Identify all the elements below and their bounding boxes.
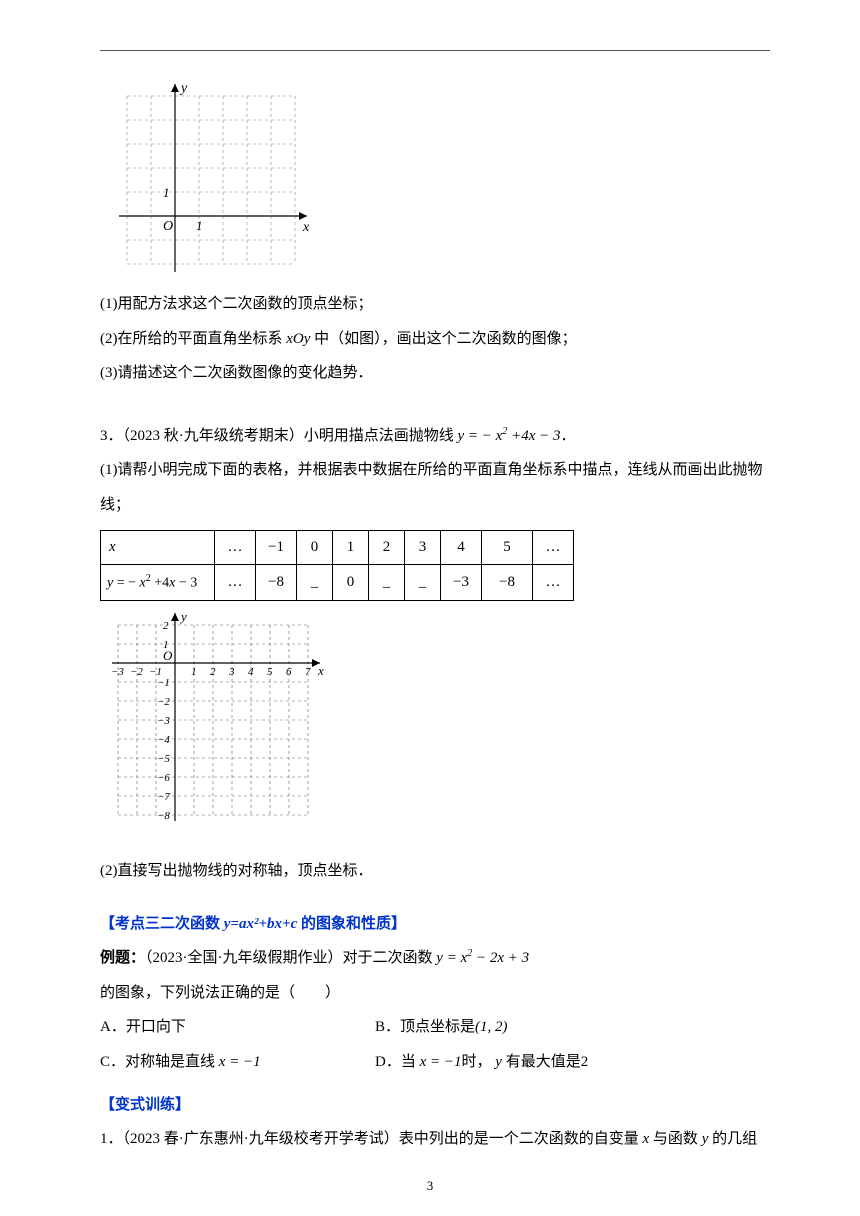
heading-eq: y=ax²+bx+c — [224, 916, 297, 932]
q1-2-c: 中（如图），画出这个二次函数的图像； — [310, 331, 576, 347]
table-cell: … — [215, 531, 256, 565]
table-cell: … — [533, 531, 574, 565]
choice-row-2: C．对称轴是直线 x = −1 D．当 x = −1时， y 有最大值是2 — [100, 1045, 770, 1080]
q-last-c: 的几组 — [708, 1131, 757, 1147]
table-cell: _ — [405, 565, 441, 601]
question-3-intro: 3．（2023 秋·九年级统考期末）小明用描点法画抛物线 y = − x2 +4… — [100, 419, 770, 454]
example-text-b: 的图象，下列说法正确的是（ ） — [100, 985, 340, 1001]
variant-heading: 【变式训练】 — [100, 1093, 770, 1114]
table-cell: 0 — [297, 531, 333, 565]
svg-text:3: 3 — [228, 666, 235, 678]
svg-text:−5: −5 — [157, 753, 170, 765]
choice-B-a: B．顶点坐标是 — [375, 1019, 475, 1035]
svg-text:1: 1 — [196, 218, 203, 233]
table-cell: _ — [297, 565, 333, 601]
figure-1: O 1 1 x y — [110, 76, 770, 281]
page-number: 3 — [0, 1178, 860, 1194]
svg-text:6: 6 — [286, 666, 292, 678]
choice-D-f: 2 — [581, 1054, 589, 1070]
svg-text:−6: −6 — [157, 772, 170, 784]
table-cell: _ — [369, 565, 405, 601]
heading-b: 的图象和性质】 — [297, 916, 406, 932]
table-row: x…−1012345… — [101, 531, 574, 565]
table-cell: 0 — [333, 565, 369, 601]
table-row: y = − x2 +4x − 3…−8_0__−3−8… — [101, 565, 574, 601]
svg-text:y: y — [179, 611, 187, 624]
choice-D-d: y — [495, 1054, 502, 1070]
xy-table: x…−1012345…y = − x2 +4x − 3…−8_0__−3−8… — [100, 530, 574, 601]
q3-intro-b: ． — [561, 428, 576, 444]
svg-text:2: 2 — [210, 666, 216, 678]
svg-text:O: O — [163, 648, 173, 663]
choice-D-e: 有最大值是 — [502, 1054, 581, 1070]
example-line: 例题：（2023·全国·九年级假期作业）对于二次函数 y = x2 − 2x +… — [100, 941, 770, 1010]
q3-intro-a: 3．（2023 秋·九年级统考期末）小明用描点法画抛物线 — [100, 428, 458, 444]
choice-D-a: D．当 — [375, 1054, 420, 1070]
q1-2-a: (2)在所给的平面直角坐标系 — [100, 331, 286, 347]
choice-A: A．开口向下 — [100, 1010, 375, 1045]
q3-intro-eq: y = − x2 +4x − 3 — [458, 428, 561, 444]
table-cell: x — [101, 531, 215, 565]
heading-a: 【考点三二次函数 — [100, 916, 224, 932]
table-cell: −1 — [256, 531, 297, 565]
svg-text:−2: −2 — [130, 666, 143, 678]
question-3-1: (1)请帮小明完成下面的表格，并根据表中数据在所给的平面直角坐标系中描点，连线从… — [100, 453, 770, 522]
q1-2-eq: xOy — [286, 331, 310, 347]
svg-text:2: 2 — [163, 620, 169, 632]
example-eq: y = x2 − 2x + 3 — [436, 950, 529, 966]
choice-D-c: 时， — [462, 1054, 496, 1070]
table-cell: 4 — [441, 531, 482, 565]
question-1-2: (2)在所给的平面直角坐标系 xOy 中（如图），画出这个二次函数的图像； — [100, 322, 770, 357]
svg-text:y: y — [179, 81, 188, 96]
table-cell: … — [533, 565, 574, 601]
choice-C: C．对称轴是直线 x = −1 — [100, 1045, 375, 1080]
table-cell: 1 — [333, 531, 369, 565]
question-1-1: (1)用配方法求这个二次函数的顶点坐标； — [100, 287, 770, 322]
choice-row-1: A．开口向下 B．顶点坐标是(1, 2) — [100, 1010, 770, 1045]
choice-C-b: x = −1 — [219, 1054, 261, 1070]
table-cell: −8 — [256, 565, 297, 601]
figure-2: −3−2−1123456721−1−2−3−4−5−6−7−8Oxy — [100, 611, 770, 846]
svg-text:4: 4 — [248, 666, 254, 678]
choice-D-b: x = −1 — [420, 1054, 462, 1070]
svg-text:−4: −4 — [157, 734, 170, 746]
question-3-2: (2)直接写出抛物线的对称轴，顶点坐标． — [100, 854, 770, 889]
example-label: 例题： — [100, 950, 145, 966]
q-last-a: 1．（2023 春·广东惠州·九年级校考开学考试）表中列出的是一个二次函数的自变… — [100, 1131, 643, 1147]
example-text-a: （2023·全国·九年级假期作业）对于二次函数 — [145, 950, 436, 966]
choice-D: D．当 x = −1时， y 有最大值是2 — [375, 1045, 588, 1080]
choice-B: B．顶点坐标是(1, 2) — [375, 1010, 508, 1045]
svg-text:−3: −3 — [111, 666, 124, 678]
svg-text:5: 5 — [267, 666, 273, 678]
svg-text:−1: −1 — [157, 677, 170, 689]
top-rule — [100, 50, 770, 51]
section-heading: 【考点三二次函数 y=ax²+bx+c 的图象和性质】 — [100, 912, 770, 933]
question-1-3: (3)请描述这个二次函数图像的变化趋势． — [100, 356, 770, 391]
table-cell: −3 — [441, 565, 482, 601]
svg-text:−2: −2 — [157, 696, 170, 708]
svg-text:−8: −8 — [157, 810, 170, 822]
question-last: 1．（2023 春·广东惠州·九年级校考开学考试）表中列出的是一个二次函数的自变… — [100, 1122, 770, 1157]
table-cell: 5 — [482, 531, 533, 565]
choice-C-a: C．对称轴是直线 — [100, 1054, 219, 1070]
table-cell: y = − x2 +4x − 3 — [101, 565, 215, 601]
table-cell: 2 — [369, 531, 405, 565]
table-cell: … — [215, 565, 256, 601]
q-last-b: 与函数 — [649, 1131, 702, 1147]
svg-text:−3: −3 — [157, 715, 170, 727]
svg-text:−7: −7 — [157, 791, 170, 803]
svg-text:O: O — [163, 219, 173, 234]
svg-text:1: 1 — [163, 185, 170, 200]
svg-text:1: 1 — [191, 666, 197, 678]
svg-text:7: 7 — [305, 666, 311, 678]
table-cell: 3 — [405, 531, 441, 565]
svg-text:x: x — [302, 220, 310, 235]
table-cell: −8 — [482, 565, 533, 601]
choice-B-b: (1, 2) — [475, 1019, 508, 1035]
svg-text:x: x — [317, 663, 324, 678]
